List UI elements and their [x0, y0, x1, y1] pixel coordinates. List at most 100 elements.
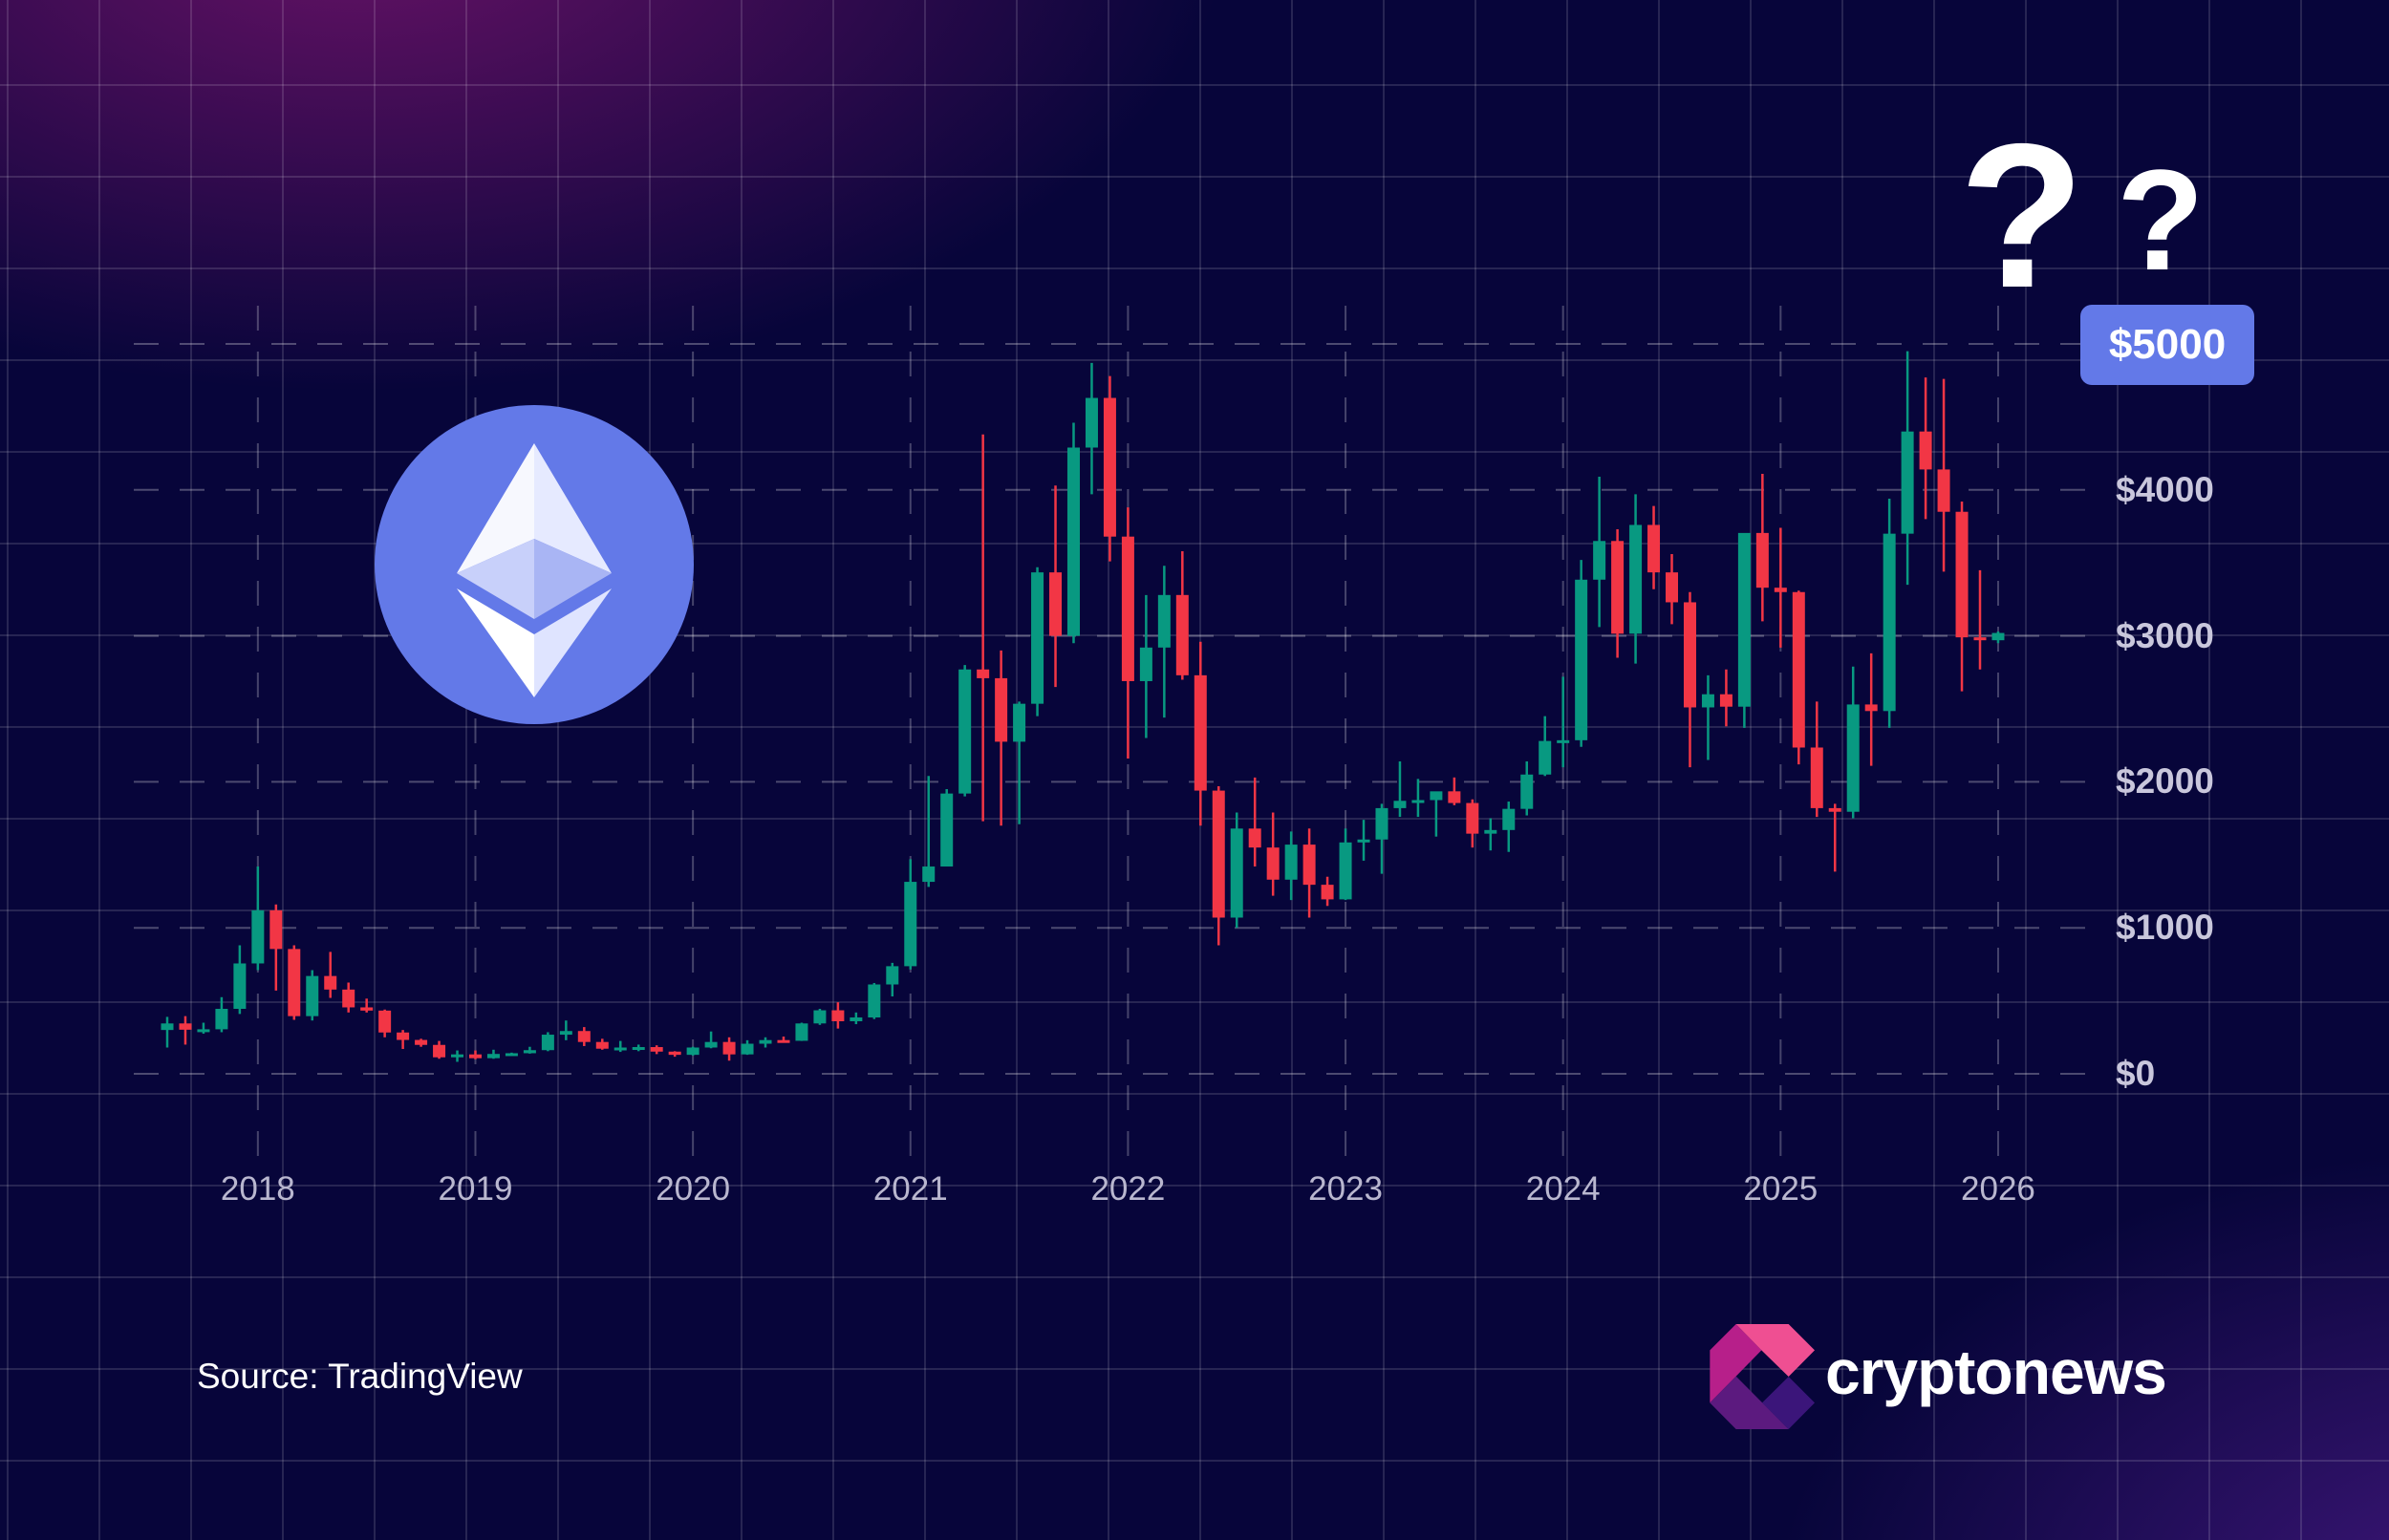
candle-2020-08 [813, 1009, 827, 1025]
candle-2018-09 [397, 1030, 410, 1050]
candle-body [1737, 532, 1751, 707]
candle-2020-11 [868, 982, 881, 1019]
candle-body [722, 1041, 736, 1055]
candle-body [850, 1017, 863, 1021]
candle-body [360, 1007, 374, 1011]
candle-body [1103, 397, 1116, 537]
y-tick-label: $4000 [2116, 469, 2214, 509]
candle-body [922, 866, 936, 883]
candle-body [1774, 588, 1787, 592]
candle-2020-02 [704, 1031, 718, 1049]
candle-2020-01 [686, 1046, 699, 1056]
candle-2024-11 [1737, 532, 1751, 728]
candle-body [433, 1044, 446, 1058]
candle-body [324, 975, 337, 990]
candle-body [886, 966, 899, 985]
x-tick-label: 2018 [220, 1170, 295, 1208]
candle-body [1883, 533, 1896, 712]
candle-body [541, 1035, 554, 1051]
candle-body [1430, 791, 1443, 801]
candle-body [1121, 536, 1134, 681]
candle-2019-04 [523, 1046, 536, 1054]
candle-2022-02 [1139, 594, 1152, 738]
x-tick-label: 2026 [1961, 1170, 2035, 1208]
candle-body [1085, 397, 1098, 448]
candle-2020-09 [831, 1002, 845, 1029]
candle-2018-05 [324, 952, 337, 998]
candle-body [958, 669, 972, 794]
candle-body [1719, 694, 1733, 707]
candle-body [1357, 839, 1370, 843]
candle-2022-11 [1302, 828, 1316, 918]
candle-2025-01 [1774, 527, 1787, 648]
candle-2021-11 [1085, 362, 1098, 495]
source-caption: Source: TradingView [197, 1357, 523, 1396]
candle-body [161, 1023, 174, 1031]
candle-body [269, 909, 283, 950]
candle-body [1466, 802, 1479, 834]
candle-body [1593, 541, 1606, 580]
candle-2019-09 [613, 1040, 627, 1053]
candle-body [1629, 524, 1643, 634]
candle-2022-05 [1194, 641, 1207, 826]
candle-body [486, 1054, 500, 1059]
question-mark-small: ? [2117, 139, 2205, 300]
candle-2024-10 [1719, 669, 1733, 727]
candle-body [1067, 447, 1080, 636]
candle-2023-02 [1357, 820, 1370, 861]
candle-2024-02 [1575, 560, 1588, 747]
candle-body [613, 1047, 627, 1051]
candle-body [415, 1039, 428, 1045]
candle-2024-12 [1755, 473, 1769, 622]
candle-body [197, 1029, 210, 1033]
candle-body [1049, 572, 1063, 636]
candle-body [1375, 807, 1388, 840]
candle-2021-05 [977, 434, 990, 822]
candle-2019-05 [541, 1032, 554, 1052]
candle-2024-04 [1611, 529, 1625, 658]
candle-2019-08 [595, 1038, 609, 1050]
candle-2023-11 [1520, 761, 1534, 816]
candle-2020-07 [795, 1022, 808, 1041]
candle-body [1810, 747, 1823, 808]
candle-2022-10 [1284, 831, 1298, 901]
candle-2020-05 [759, 1037, 772, 1048]
candle-2021-09 [1049, 485, 1063, 688]
candle-2021-02 [922, 776, 936, 888]
candle-2019-10 [632, 1044, 645, 1052]
x-tick-label: 2021 [872, 1170, 948, 1208]
candle-2017-10 [197, 1022, 210, 1034]
candle-body [1284, 845, 1298, 880]
candle-body [1557, 739, 1570, 743]
candle-body [741, 1043, 754, 1055]
cryptonews-logo-icon [1710, 1324, 1815, 1429]
candle-body [233, 963, 247, 1010]
candle-body [306, 975, 319, 1016]
candle-2021-10 [1067, 422, 1080, 644]
x-tick-label: 2022 [1090, 1170, 1166, 1208]
candle-body [1919, 431, 1932, 470]
candle-body [1901, 431, 1914, 534]
candle-2021-08 [1031, 567, 1044, 717]
candle-2018-04 [306, 970, 319, 1021]
candle-body [1230, 828, 1243, 918]
candle-2025-07 [1883, 498, 1896, 728]
candle-2025-10 [1937, 378, 1950, 572]
candle-body [179, 1023, 192, 1030]
candle-body [668, 1051, 681, 1056]
candle-2022-08 [1248, 777, 1261, 867]
candle-body [468, 1054, 482, 1059]
candle-body [995, 677, 1008, 742]
candle-2020-06 [777, 1037, 790, 1043]
candle-2025-04 [1828, 803, 1841, 872]
candle-body [1321, 885, 1334, 900]
candle-2022-01 [1121, 507, 1134, 759]
candle-body [1484, 829, 1497, 834]
candle-2019-03 [505, 1052, 518, 1057]
candle-2023-01 [1339, 828, 1352, 901]
candle-2022-06 [1212, 785, 1225, 946]
candle-body [1864, 704, 1878, 712]
candle-2023-03 [1375, 803, 1388, 874]
candle-body [1139, 647, 1152, 681]
candle-body [288, 949, 301, 1016]
